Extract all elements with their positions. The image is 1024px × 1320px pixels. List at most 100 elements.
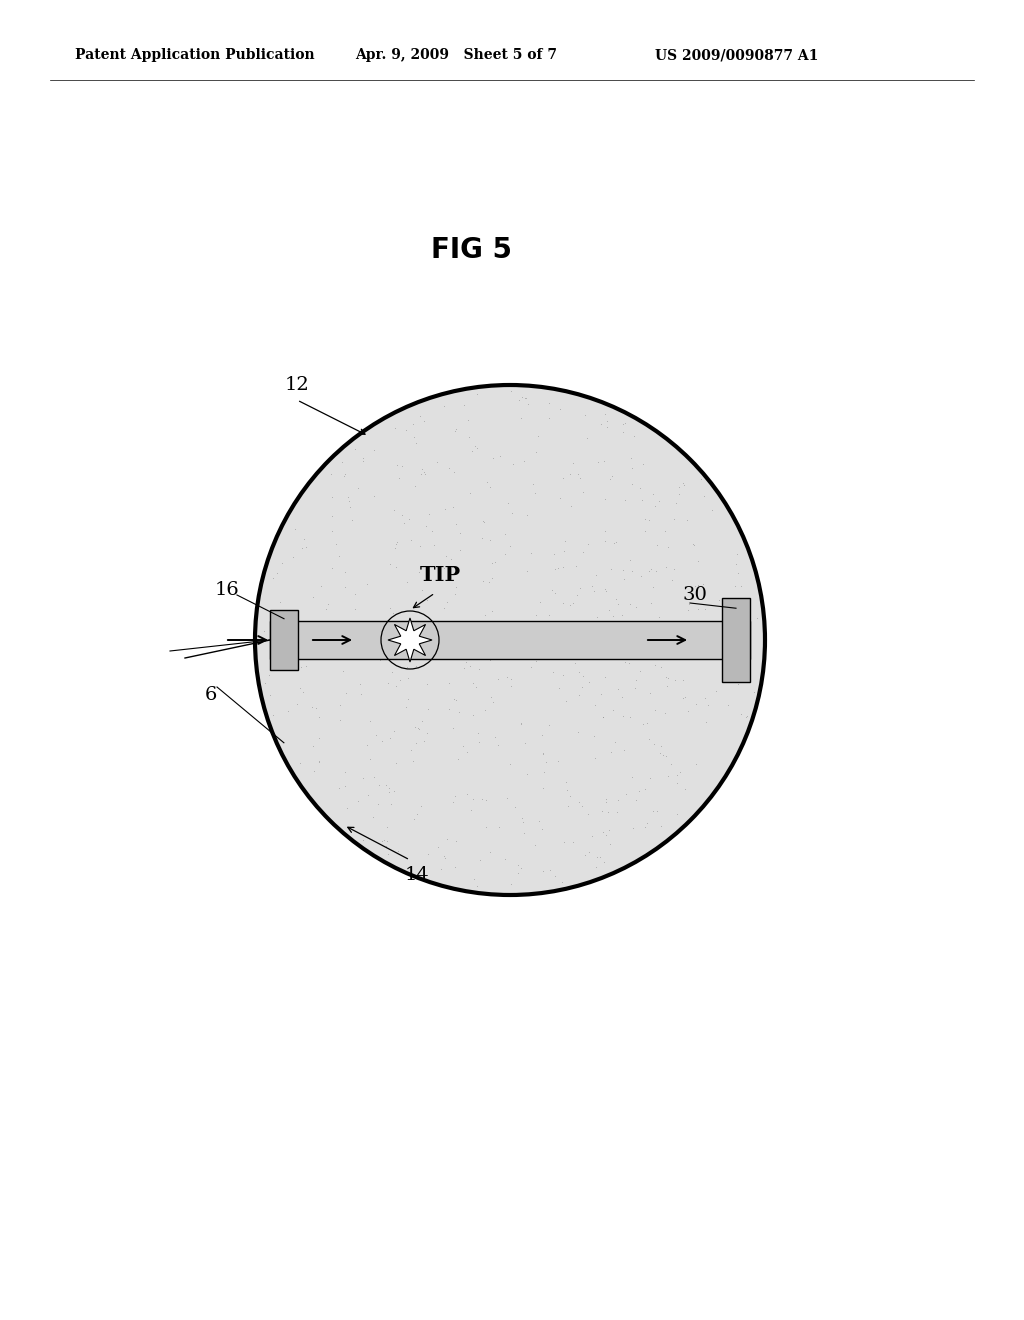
- Point: [374, 830, 390, 851]
- Point: [394, 455, 411, 477]
- Point: [503, 668, 519, 689]
- Point: [503, 873, 519, 894]
- Text: Patent Application Publication: Patent Application Publication: [75, 48, 314, 62]
- Point: [383, 793, 399, 814]
- Point: [572, 627, 589, 648]
- Point: [475, 511, 492, 532]
- Point: [597, 403, 613, 424]
- Point: [658, 746, 675, 767]
- Point: [408, 433, 424, 454]
- Point: [511, 389, 527, 411]
- Point: [666, 636, 682, 657]
- Point: [645, 800, 662, 821]
- Point: [386, 721, 402, 742]
- Point: [484, 601, 501, 622]
- Point: [646, 734, 663, 755]
- Point: [639, 813, 655, 834]
- Point: [347, 583, 364, 605]
- Point: [445, 689, 462, 710]
- Point: [401, 636, 418, 657]
- Point: [632, 660, 648, 681]
- Point: [639, 713, 655, 734]
- Point: [336, 466, 352, 487]
- Point: [638, 619, 654, 640]
- Point: [732, 614, 749, 635]
- Point: [481, 572, 498, 593]
- Point: [312, 576, 329, 597]
- Point: [334, 632, 350, 653]
- Point: [353, 684, 370, 705]
- Point: [516, 450, 532, 471]
- Point: [471, 659, 487, 680]
- Point: [697, 711, 714, 733]
- Point: [337, 561, 353, 582]
- Point: [414, 710, 430, 731]
- Point: [366, 807, 382, 828]
- Point: [264, 568, 281, 589]
- Point: [513, 858, 529, 879]
- Point: [629, 789, 645, 810]
- Point: [659, 668, 676, 689]
- Bar: [270, 610, 298, 671]
- Point: [560, 796, 577, 817]
- Point: [568, 556, 585, 577]
- Point: [307, 698, 324, 719]
- Point: [624, 766, 640, 787]
- Point: [623, 706, 639, 727]
- Point: [601, 599, 617, 620]
- Point: [597, 667, 613, 688]
- Point: [436, 395, 453, 416]
- Point: [416, 730, 432, 751]
- Point: [416, 461, 432, 482]
- Point: [482, 529, 499, 550]
- Point: [558, 622, 574, 643]
- Point: [442, 549, 459, 570]
- Point: [605, 700, 622, 721]
- Point: [565, 832, 582, 853]
- Point: [335, 661, 351, 682]
- Point: [686, 535, 702, 556]
- Point: [344, 510, 360, 531]
- Bar: [722, 598, 750, 682]
- Point: [462, 656, 478, 677]
- Point: [601, 820, 617, 841]
- Point: [469, 875, 485, 896]
- Point: [398, 572, 415, 593]
- Point: [371, 775, 387, 796]
- Point: [574, 643, 591, 664]
- Point: [535, 743, 551, 764]
- Point: [522, 543, 539, 564]
- Point: [720, 694, 736, 715]
- Point: [436, 598, 453, 619]
- Point: [599, 417, 615, 438]
- Point: [669, 764, 685, 785]
- Point: [670, 640, 686, 661]
- Point: [380, 673, 396, 694]
- Point: [499, 787, 515, 808]
- Point: [339, 486, 355, 507]
- Point: [738, 706, 755, 727]
- Point: [517, 388, 534, 409]
- Text: 12: 12: [285, 376, 309, 393]
- Point: [467, 677, 483, 698]
- Point: [475, 570, 492, 591]
- Point: [677, 686, 693, 708]
- Point: [623, 447, 639, 469]
- Point: [663, 754, 679, 775]
- Point: [550, 557, 566, 578]
- Point: [556, 540, 572, 561]
- Point: [534, 818, 550, 840]
- Point: [653, 656, 670, 677]
- Point: [545, 661, 561, 682]
- Point: [679, 599, 695, 620]
- Point: [437, 847, 454, 869]
- Point: [589, 606, 605, 627]
- Bar: [270, 620, 750, 659]
- Point: [703, 499, 720, 520]
- Point: [569, 722, 586, 743]
- Point: [573, 631, 590, 652]
- Point: [694, 573, 711, 594]
- Point: [693, 469, 710, 490]
- Point: [410, 718, 426, 739]
- Point: [379, 817, 395, 838]
